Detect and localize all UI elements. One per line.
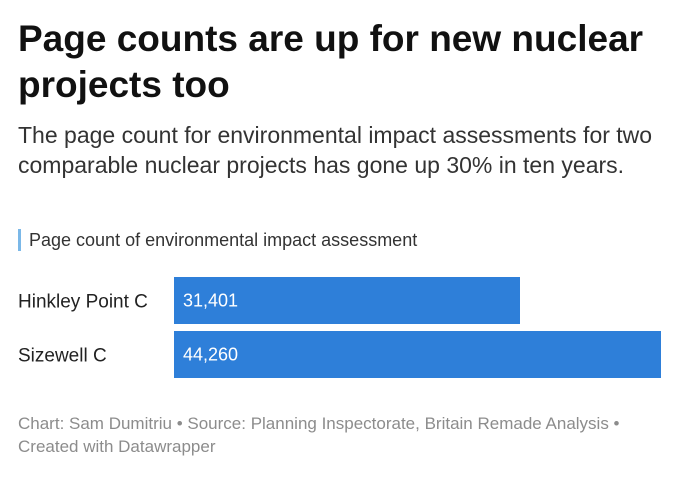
value-label: 31,401: [183, 291, 238, 311]
source-note: Chart: Sam Dumitriu • Source: Planning I…: [18, 414, 620, 456]
category-label: Hinkley Point C: [18, 292, 148, 313]
chart-subtitle: The page count for environmental impact …: [18, 122, 653, 178]
bar: [174, 331, 661, 378]
category-label: Sizewell C: [18, 346, 107, 367]
chart-title: Page counts are up for new nuclear proje…: [18, 18, 644, 105]
chart-label: Page count of environmental impact asses…: [18, 229, 417, 251]
value-label: 44,260: [183, 345, 238, 365]
bar: [174, 277, 520, 324]
